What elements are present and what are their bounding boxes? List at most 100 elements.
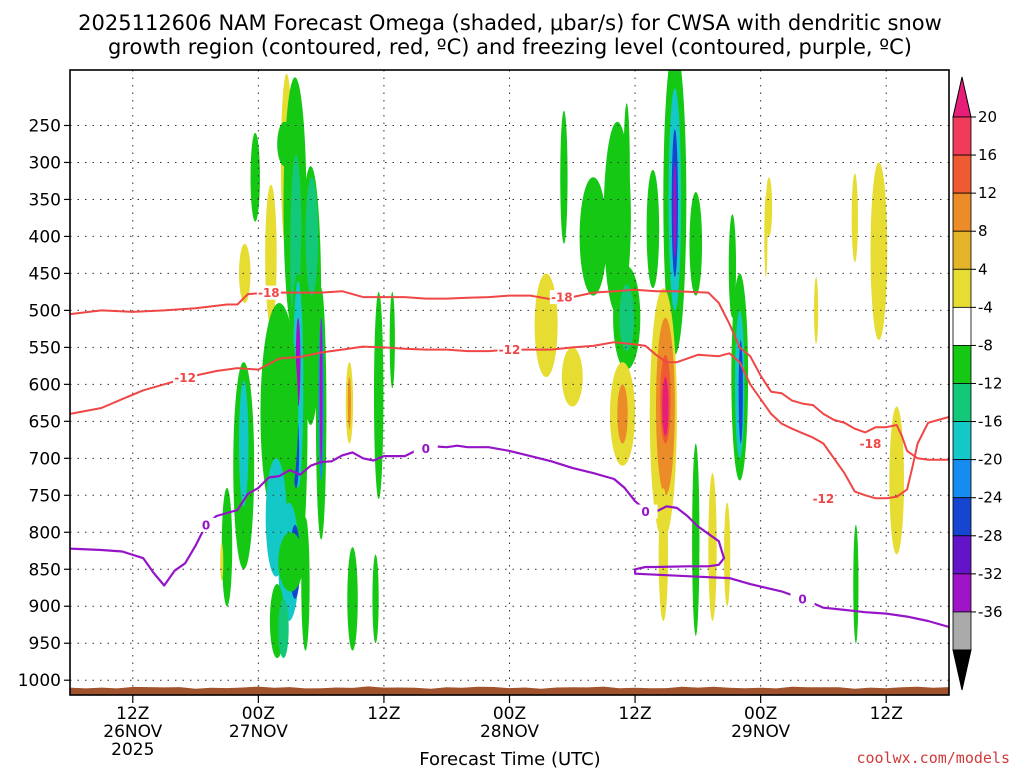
colorbar-label-4: 4 <box>978 260 988 278</box>
contour--18-label-1: -18 <box>551 291 573 305</box>
x-tick-label-0-1: 26NOV <box>103 722 162 742</box>
omega-cell-66 <box>851 173 858 263</box>
x-axis-label: Forecast Time (UTC) <box>419 749 600 768</box>
colorbar-label-13: -36 <box>978 603 1003 621</box>
colorbar-label-7: -12 <box>978 375 1003 393</box>
y-tick-label-400: 400 <box>29 227 61 247</box>
omega-cell-63 <box>765 177 773 237</box>
x-tick-label-0-0: 12Z <box>116 704 149 724</box>
colorbar-swatch-5 <box>952 306 972 346</box>
colorbar-swatch-8 <box>952 421 972 461</box>
omega-cell-28 <box>373 291 384 499</box>
omega-cell-38 <box>579 177 607 296</box>
colorbar-under-arrow <box>952 649 972 691</box>
colorbar: 20 16 12 8 4 -4 -8 -12 -16 -20 -24 -28 -32 -36 <box>952 76 1003 691</box>
omega-cell-1 <box>238 243 251 303</box>
y-tick-label-950: 950 <box>29 634 61 654</box>
x-tick-label-5-1: 29NOV <box>731 722 790 742</box>
contour--18-label-0: -18 <box>258 286 280 300</box>
contour--12-label-2: -12 <box>813 492 835 506</box>
plot-frame <box>69 69 950 696</box>
omega-cell-0 <box>265 184 277 326</box>
colorbar-swatch-11 <box>952 535 972 575</box>
omega-cell-27 <box>347 547 358 651</box>
grid-lines <box>70 70 949 695</box>
contour-0-label-1: 0 <box>422 442 430 456</box>
y-tick-label-850: 850 <box>29 560 61 580</box>
omega-cell-29 <box>372 554 379 644</box>
y-axis: 250 300 350 400 450 500 550 600 650 700 750 800 850 9… <box>18 116 70 691</box>
colorbar-swatch-13 <box>952 611 972 651</box>
omega-cell-44 <box>623 103 630 237</box>
contour--12-label-0: -12 <box>174 371 196 385</box>
colorbar-label-9: -20 <box>978 451 1003 469</box>
y-tick-label-550: 550 <box>29 338 61 358</box>
omega-cell-31 <box>389 291 395 389</box>
y-tick-label-500: 500 <box>29 301 61 321</box>
contour-label-bg <box>497 342 522 357</box>
contour-label-bg <box>790 591 815 606</box>
colorbar-swatch-1 <box>952 154 972 194</box>
colorbar-label-11: -28 <box>978 527 1003 545</box>
colorbar-swatch-3 <box>952 230 972 270</box>
contour--18-label-2: -18 <box>860 437 882 451</box>
contour--18-line <box>70 288 949 461</box>
omega-cell-67 <box>870 162 888 340</box>
colorbar-label-3: 8 <box>978 222 988 240</box>
omega-cell-64 <box>764 195 768 278</box>
omega-cell-36 <box>534 273 558 377</box>
contour-0-line <box>70 444 949 629</box>
colorbar-label-6: -8 <box>978 336 993 354</box>
omega-cell-8 <box>305 177 319 296</box>
y-tick-label-600: 600 <box>29 375 61 395</box>
credit-text: coolwx.com/models <box>856 749 1010 767</box>
omega-cell-69 <box>853 524 859 644</box>
omega-cell-35 <box>560 110 568 244</box>
contour--12-label-1: -12 <box>499 343 521 357</box>
colorbar-swatch-0 <box>952 116 972 156</box>
omega-cell-26 <box>347 376 351 429</box>
omega-cell-21 <box>301 517 310 651</box>
contour-label-bg <box>858 436 883 451</box>
y-tick-label-350: 350 <box>29 190 61 210</box>
omega-cell-55 <box>658 487 669 622</box>
contour-label-bg <box>173 370 198 385</box>
omega-cell-56 <box>692 443 700 636</box>
omega-cell-54 <box>662 376 669 437</box>
contour--12-line <box>70 341 949 500</box>
y-tick-label-300: 300 <box>29 153 61 173</box>
y-tick-label-450: 450 <box>29 264 61 284</box>
contour-label-bg <box>256 285 281 300</box>
x-tick-label-3-0: 00Z <box>493 704 526 724</box>
x-tick-label-5-0: 00Z <box>744 704 777 724</box>
x-tick-label-4-0: 12Z <box>618 704 651 724</box>
omega-cell-58 <box>724 502 731 607</box>
colorbar-label-1: 16 <box>978 146 997 164</box>
omega-cell-57 <box>708 473 717 622</box>
colorbar-label-0: 20 <box>978 108 997 126</box>
omega-cell-68 <box>889 406 905 555</box>
omega-cell-24 <box>319 317 323 466</box>
x-tick-label-2-0: 12Z <box>367 704 400 724</box>
omega-cell-32 <box>220 543 224 581</box>
omega-cell-34 <box>278 598 289 659</box>
omega-shading <box>220 70 905 659</box>
y-tick-label-1000: 1000 <box>18 671 61 691</box>
omega-cell-30 <box>278 532 304 592</box>
y-tick-label-900: 900 <box>29 597 61 617</box>
x-tick-label-6-0: 12Z <box>870 704 903 724</box>
colorbar-label-2: 12 <box>978 184 997 202</box>
contour-0-label-2: 0 <box>641 505 649 519</box>
colorbar-swatch-10 <box>952 497 972 537</box>
colorbar-over-arrow <box>952 76 972 118</box>
terrain-fill <box>70 686 949 695</box>
omega-cell-45 <box>646 169 660 289</box>
colorbar-swatch-9 <box>952 459 972 499</box>
contour-label-bg <box>633 504 658 519</box>
contour-label-bg <box>811 491 836 506</box>
x-tick-label-1-0: 00Z <box>242 704 275 724</box>
contour-label-bg <box>194 517 219 532</box>
omega-cell-59 <box>728 214 737 318</box>
omega-cell-37 <box>561 347 583 407</box>
